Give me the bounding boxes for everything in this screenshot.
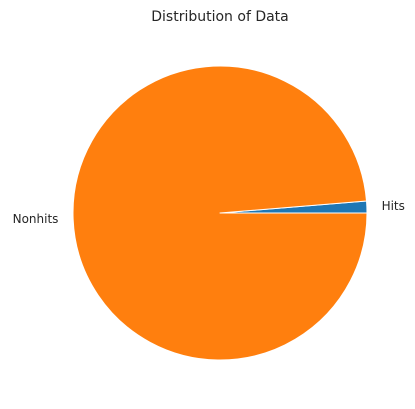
chart-title: Distribution of Data [151,9,289,25]
slice-label-nonhits: Nonhits [13,212,59,226]
pie-slices [72,65,368,361]
pie-slice-nonhits [72,65,368,361]
slice-label-hits: Hits [382,199,405,213]
pie-slice-labels: Hits Nonhits [13,199,405,226]
